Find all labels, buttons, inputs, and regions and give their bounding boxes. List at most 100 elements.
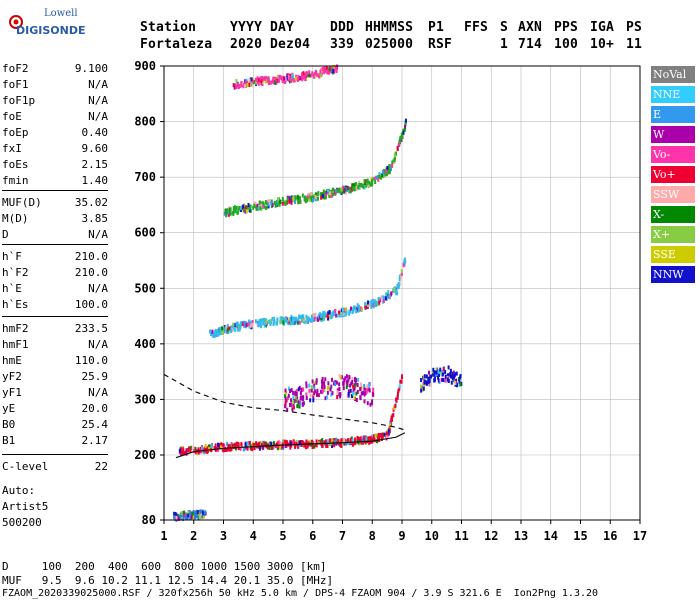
echo-point — [199, 509, 202, 514]
echo-point — [387, 431, 390, 436]
param-value: N/A — [88, 94, 108, 107]
x-tick-label: 1 — [160, 529, 167, 543]
legend-item: NoVal — [651, 66, 695, 83]
echo-point — [291, 440, 294, 445]
echo-point — [372, 436, 375, 441]
x-tick-label: 3 — [220, 529, 227, 543]
echo-point — [231, 443, 234, 448]
echo-point — [208, 446, 211, 451]
echo-point — [249, 204, 252, 209]
echo-point — [280, 316, 283, 321]
echo-point — [192, 515, 195, 520]
echo-point — [220, 445, 223, 450]
echo-point — [286, 73, 289, 78]
echo-point — [334, 308, 337, 313]
echo-point — [327, 316, 330, 321]
echo-point — [188, 510, 191, 515]
echo-point — [421, 381, 424, 386]
echo-point — [238, 205, 241, 210]
echo-point — [393, 286, 396, 291]
echo-point — [336, 395, 339, 400]
echo-point — [250, 446, 253, 451]
echo-point — [382, 299, 385, 304]
echo-point — [363, 399, 366, 404]
echo-point — [213, 446, 216, 451]
echo-point — [244, 324, 247, 329]
echo-point — [239, 446, 242, 451]
echo-point — [333, 311, 336, 316]
echo-trace — [420, 365, 463, 393]
echo-point — [373, 302, 376, 307]
echo-point — [336, 390, 339, 395]
param-row: fmin 1.40 — [2, 174, 108, 188]
echo-point — [349, 383, 352, 388]
echo-point — [341, 307, 344, 312]
echo-point — [331, 377, 334, 382]
legend-item: SSE — [651, 246, 695, 263]
echo-point — [330, 444, 333, 449]
legend-item: X- — [651, 206, 695, 223]
echo-point — [374, 299, 377, 304]
echo-point — [277, 78, 280, 83]
echo-point — [343, 378, 346, 383]
echo-point — [320, 440, 323, 445]
echo-point — [288, 76, 291, 81]
echo-point — [357, 185, 360, 190]
echo-point — [240, 320, 243, 325]
echo-point — [334, 381, 337, 386]
echo-point — [345, 374, 348, 379]
echo-point — [314, 69, 317, 74]
echo-point — [321, 384, 324, 389]
echo-point — [284, 393, 287, 398]
echo-point — [299, 400, 302, 405]
y-tick-label: 500 — [134, 281, 156, 295]
echo-point — [324, 439, 327, 444]
param-value: 1.40 — [81, 174, 109, 187]
echo-point — [378, 174, 381, 179]
echo-point — [174, 511, 177, 516]
echo-point — [179, 513, 182, 518]
echo-point — [358, 182, 361, 187]
echo-point — [299, 199, 302, 204]
echo-point — [332, 69, 335, 74]
echo-point — [313, 381, 316, 386]
echo-point — [183, 510, 186, 515]
hdr-label-day: DAY — [270, 20, 295, 35]
echo-point — [400, 272, 403, 277]
echo-point — [222, 330, 225, 335]
echo-point — [223, 443, 226, 448]
echo-point — [229, 211, 232, 216]
echo-point — [208, 444, 211, 449]
echo-point — [299, 314, 302, 319]
echo-point — [385, 169, 388, 174]
echo-point — [308, 383, 311, 388]
echo-point — [281, 444, 284, 449]
echo-point — [373, 176, 376, 181]
echo-point — [197, 450, 200, 455]
echo-point — [447, 373, 450, 378]
echo-point — [370, 301, 373, 306]
echo-point — [226, 323, 229, 328]
echo-point — [331, 192, 334, 197]
echo-point — [286, 319, 289, 324]
echo-point — [286, 407, 289, 412]
echo-point — [315, 380, 318, 385]
echo-point — [275, 321, 278, 326]
echo-point — [305, 439, 308, 444]
echo-point — [458, 382, 461, 387]
echo-point — [369, 435, 372, 440]
echo-point — [238, 324, 241, 329]
echo-point — [319, 315, 322, 320]
echo-point — [343, 438, 346, 443]
echo-point — [266, 78, 269, 83]
echo-point — [287, 386, 290, 391]
echo-point — [287, 195, 290, 200]
echo-point — [292, 439, 295, 444]
echo-point — [310, 388, 313, 393]
echo-point — [402, 263, 405, 268]
echo-point — [387, 290, 390, 295]
hdr-station: Fortaleza — [140, 37, 213, 52]
echo-point — [284, 396, 287, 401]
echo-point — [425, 381, 428, 386]
param-value: N/A — [88, 338, 108, 351]
